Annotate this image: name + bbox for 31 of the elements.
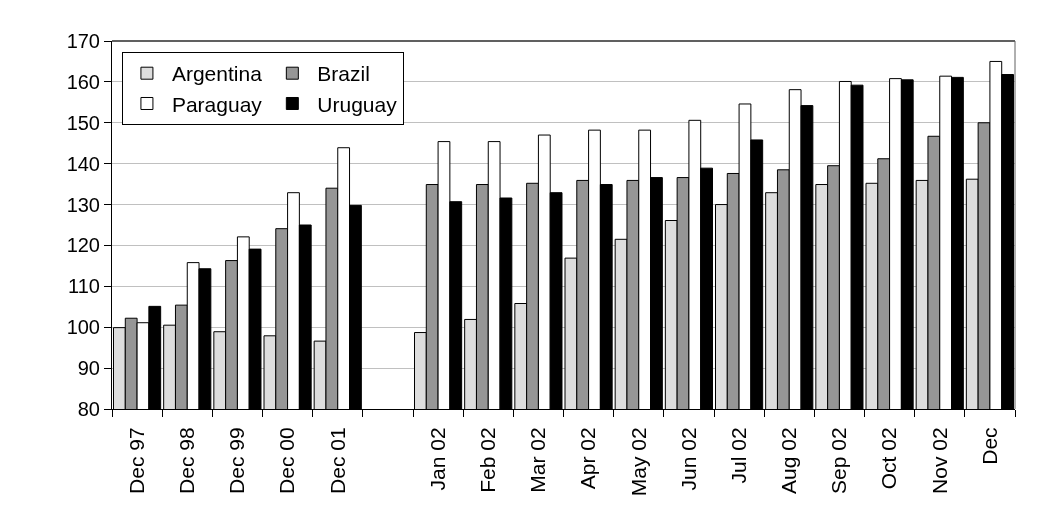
x-tick-label: Dec 97 [124,427,148,494]
y-tick-label: 130 [66,193,100,216]
legend-label: Paraguay [171,92,263,116]
x-tick-label: Nov 02 [927,427,951,494]
y-tick-label: 120 [66,234,100,257]
x-tick-label: Aug 02 [777,427,801,494]
x-tick-label: Jan 02 [425,427,449,491]
x-tick-label: Apr 02 [576,427,600,490]
x-tick-label: Dec 00 [275,427,299,494]
y-tick-label: 140 [66,152,100,175]
y-tick-label: 100 [66,316,100,339]
y-tick-label: 160 [66,70,100,93]
x-tick-label: Jun 02 [676,427,700,491]
x-tick-label: Dec [977,427,1001,465]
legend-label: Argentina [171,62,263,86]
legend-label: Uruguay [317,92,398,116]
x-tick-label: Sep 02 [827,427,851,494]
x-tick-label: Jul 02 [726,427,750,484]
x-tick-label: May 02 [626,427,650,497]
y-tick-label: 150 [66,111,100,134]
y-tick-label: 170 [66,30,100,52]
y-tick-label: 90 [77,357,100,380]
y-tick-label: 110 [68,275,100,298]
x-tick-label: Dec 01 [325,427,349,494]
legend-label: Brazil [317,62,370,86]
x-tick-label: Feb 02 [476,427,500,493]
x-tick-label: Dec 98 [175,427,199,494]
x-tick-label: Oct 02 [877,427,901,490]
x-tick-label: Dec 99 [225,427,249,494]
y-tick-label: 80 [77,398,100,420]
x-tick-label: Mar 02 [526,427,550,493]
